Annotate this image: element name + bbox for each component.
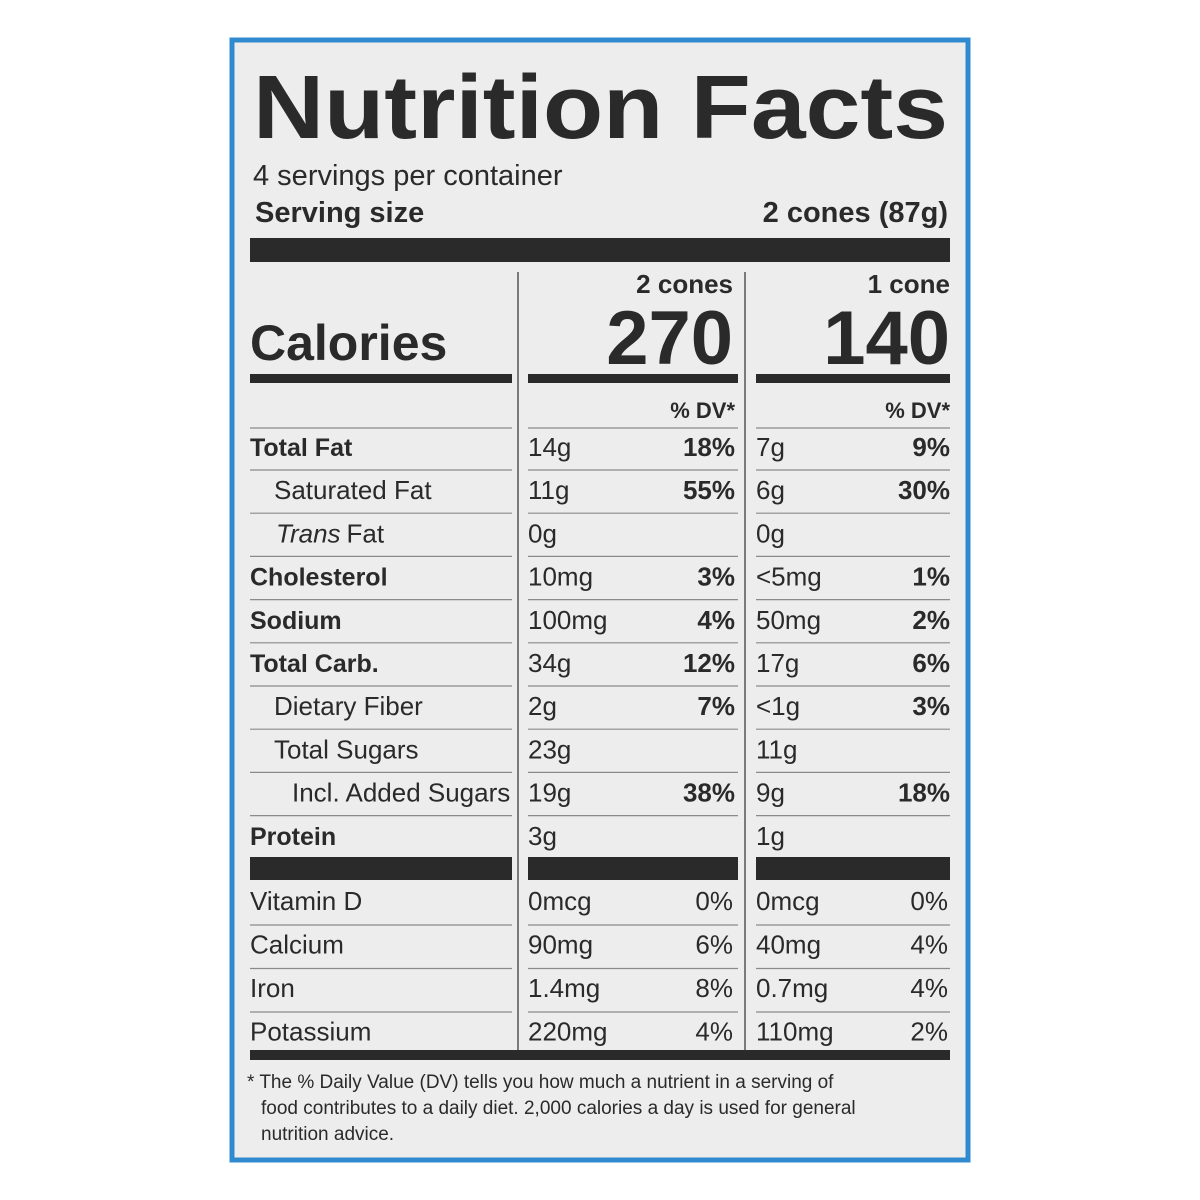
amount: 23g	[528, 734, 571, 764]
vitamin-name: Vitamin D	[250, 886, 362, 916]
medium-rule	[756, 374, 950, 383]
nutrient-name: Protein	[250, 823, 336, 851]
amount: 110mg	[756, 1017, 834, 1047]
amount: 220mg	[528, 1017, 608, 1047]
amount: 10mg	[528, 562, 593, 592]
vitamin-name: Calcium	[250, 930, 344, 960]
nutrient-rows: Total Fat 14g 18% 7g 9% Saturated Fat 11g 55% 6g…	[250, 427, 950, 1047]
amount: 9g	[756, 778, 785, 808]
amount: 0g	[528, 518, 557, 548]
amount: 0mcg	[528, 886, 592, 916]
nutrient-name: Saturated Fat	[274, 475, 432, 505]
daily-value: 3%	[697, 562, 735, 592]
thick-rule	[528, 857, 738, 880]
footnote: food contributes to a daily diet. 2,000 …	[261, 1098, 856, 1119]
column-header: 2 cones	[636, 269, 733, 299]
daily-value: 4%	[910, 973, 948, 1003]
dv-header: % DV*	[670, 398, 735, 423]
column-header: 1 cone	[868, 269, 950, 299]
amount: 1.4mg	[528, 973, 600, 1003]
serving-size-value: 2 cones (87g)	[763, 197, 948, 229]
daily-value: 18%	[898, 778, 950, 808]
amount: 14g	[528, 432, 571, 462]
amount: 1g	[756, 821, 785, 851]
daily-value: 1%	[912, 562, 950, 592]
nutrient-name: Total Carb.	[250, 650, 379, 678]
amount: <5mg	[756, 562, 822, 592]
amount: 100mg	[528, 605, 608, 635]
nutrient-name: Dietary Fiber	[274, 691, 423, 721]
daily-value: 0%	[695, 886, 733, 916]
daily-value: 2%	[910, 1017, 948, 1047]
calories-value: 270	[606, 296, 733, 381]
daily-value: 4%	[697, 605, 735, 635]
medium-rule	[250, 374, 512, 383]
amount: 50mg	[756, 605, 821, 635]
daily-value: 55%	[683, 475, 735, 505]
amount: 11g	[756, 734, 797, 764]
amount: 0g	[756, 518, 785, 548]
medium-rule	[250, 1050, 950, 1060]
title: Nutrition Facts	[253, 58, 948, 158]
amount: 17g	[756, 648, 799, 678]
medium-rule	[528, 374, 738, 383]
amount: 2g	[528, 691, 557, 721]
amount: 34g	[528, 648, 571, 678]
daily-value: 2%	[912, 605, 950, 635]
amount: 0mcg	[756, 886, 820, 916]
servings: 4 servings per container	[253, 160, 563, 192]
amount: 90mg	[528, 930, 593, 960]
daily-value: 38%	[683, 778, 735, 808]
nutrient-name: Cholesterol	[250, 564, 388, 592]
nutrient-name: Trans Fat	[276, 518, 385, 548]
thick-rule	[250, 857, 512, 880]
daily-value: 12%	[683, 648, 735, 678]
nutrient-name: Sodium	[250, 607, 342, 635]
daily-value: 7%	[697, 691, 735, 721]
daily-value: 6%	[695, 930, 733, 960]
daily-value: 4%	[695, 1017, 733, 1047]
daily-value: 4%	[910, 930, 948, 960]
amount: 19g	[528, 778, 571, 808]
nutrient-name-italic: Trans	[276, 518, 341, 548]
dv-header: % DV*	[885, 398, 950, 423]
amount: 6g	[756, 475, 785, 505]
serving-size-label: Serving size	[255, 197, 424, 229]
daily-value: 30%	[898, 475, 950, 505]
calories-value: 140	[823, 296, 950, 381]
amount: 40mg	[756, 930, 821, 960]
nutrient-name: Incl. Added Sugars	[292, 778, 510, 808]
amount: 11g	[528, 475, 569, 505]
nutrient-name-text: Fat	[347, 518, 385, 548]
daily-value: 8%	[695, 973, 733, 1003]
daily-value: 9%	[912, 432, 950, 462]
amount: 3g	[528, 821, 557, 851]
daily-value: 0%	[910, 886, 948, 916]
nutrient-name: Total Sugars	[274, 734, 419, 764]
daily-value: 18%	[683, 432, 735, 462]
amount: 0.7mg	[756, 973, 828, 1003]
amount: 7g	[756, 432, 785, 462]
vitamin-name: Iron	[250, 973, 295, 1003]
calories-label: Calories	[250, 315, 447, 371]
nutrient-name: Total Fat	[250, 434, 353, 462]
thick-rule	[250, 238, 950, 262]
amount: <1g	[756, 691, 800, 721]
vitamin-name: Potassium	[250, 1017, 371, 1047]
footnote: nutrition advice.	[261, 1124, 394, 1145]
thick-rule	[756, 857, 950, 880]
daily-value: 3%	[912, 691, 950, 721]
footnote: * The % Daily Value (DV) tells you how m…	[247, 1072, 834, 1093]
daily-value: 6%	[912, 648, 950, 678]
